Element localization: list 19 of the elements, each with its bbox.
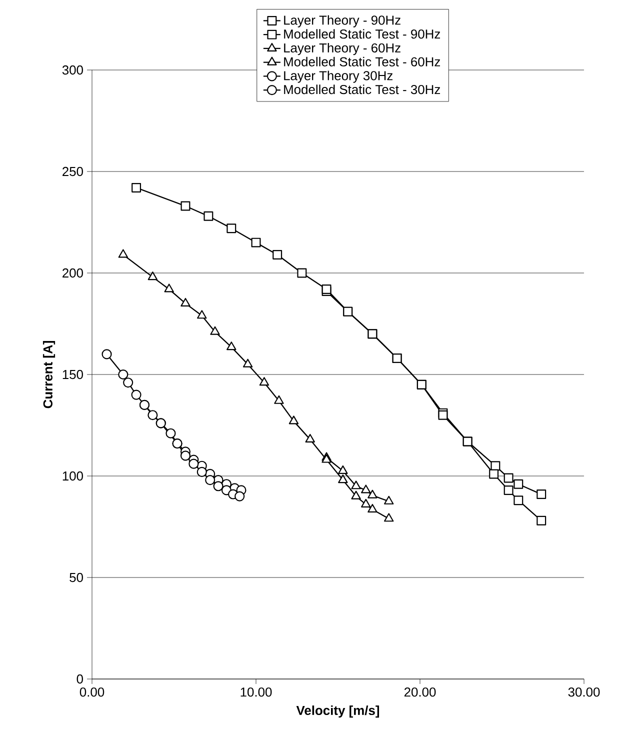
- y-tick-label: 50: [70, 572, 83, 582]
- legend-label: Layer Theory - 90Hz: [284, 15, 400, 28]
- x-tick-label: 0.00: [80, 687, 104, 697]
- legend-label: Modelled Static Test - 90Hz: [284, 29, 440, 39]
- y-tick-label: 100: [62, 471, 83, 481]
- x-tick-label: 20.00: [404, 687, 436, 697]
- y-tick-label: 0: [76, 674, 83, 684]
- legend-label: Modelled Static Test - 30Hz: [284, 84, 440, 94]
- legend-label: Layer Theory 30Hz: [284, 70, 393, 83]
- legend-label: Layer Theory - 60Hz: [284, 43, 400, 56]
- y-tick-label: 300: [62, 65, 83, 75]
- x-tick-label: 30.00: [568, 687, 600, 697]
- y-tick-label: 150: [62, 370, 83, 380]
- y-tick-label: 250: [62, 166, 83, 176]
- x-axis-title: Velocity [m/s]: [296, 705, 380, 718]
- legend-label: Modelled Static Test - 60Hz: [284, 56, 440, 66]
- x-tick-label: 10.00: [240, 687, 272, 697]
- y-axis-title: Current [A]: [42, 341, 56, 408]
- y-tick-label: 200: [62, 268, 83, 278]
